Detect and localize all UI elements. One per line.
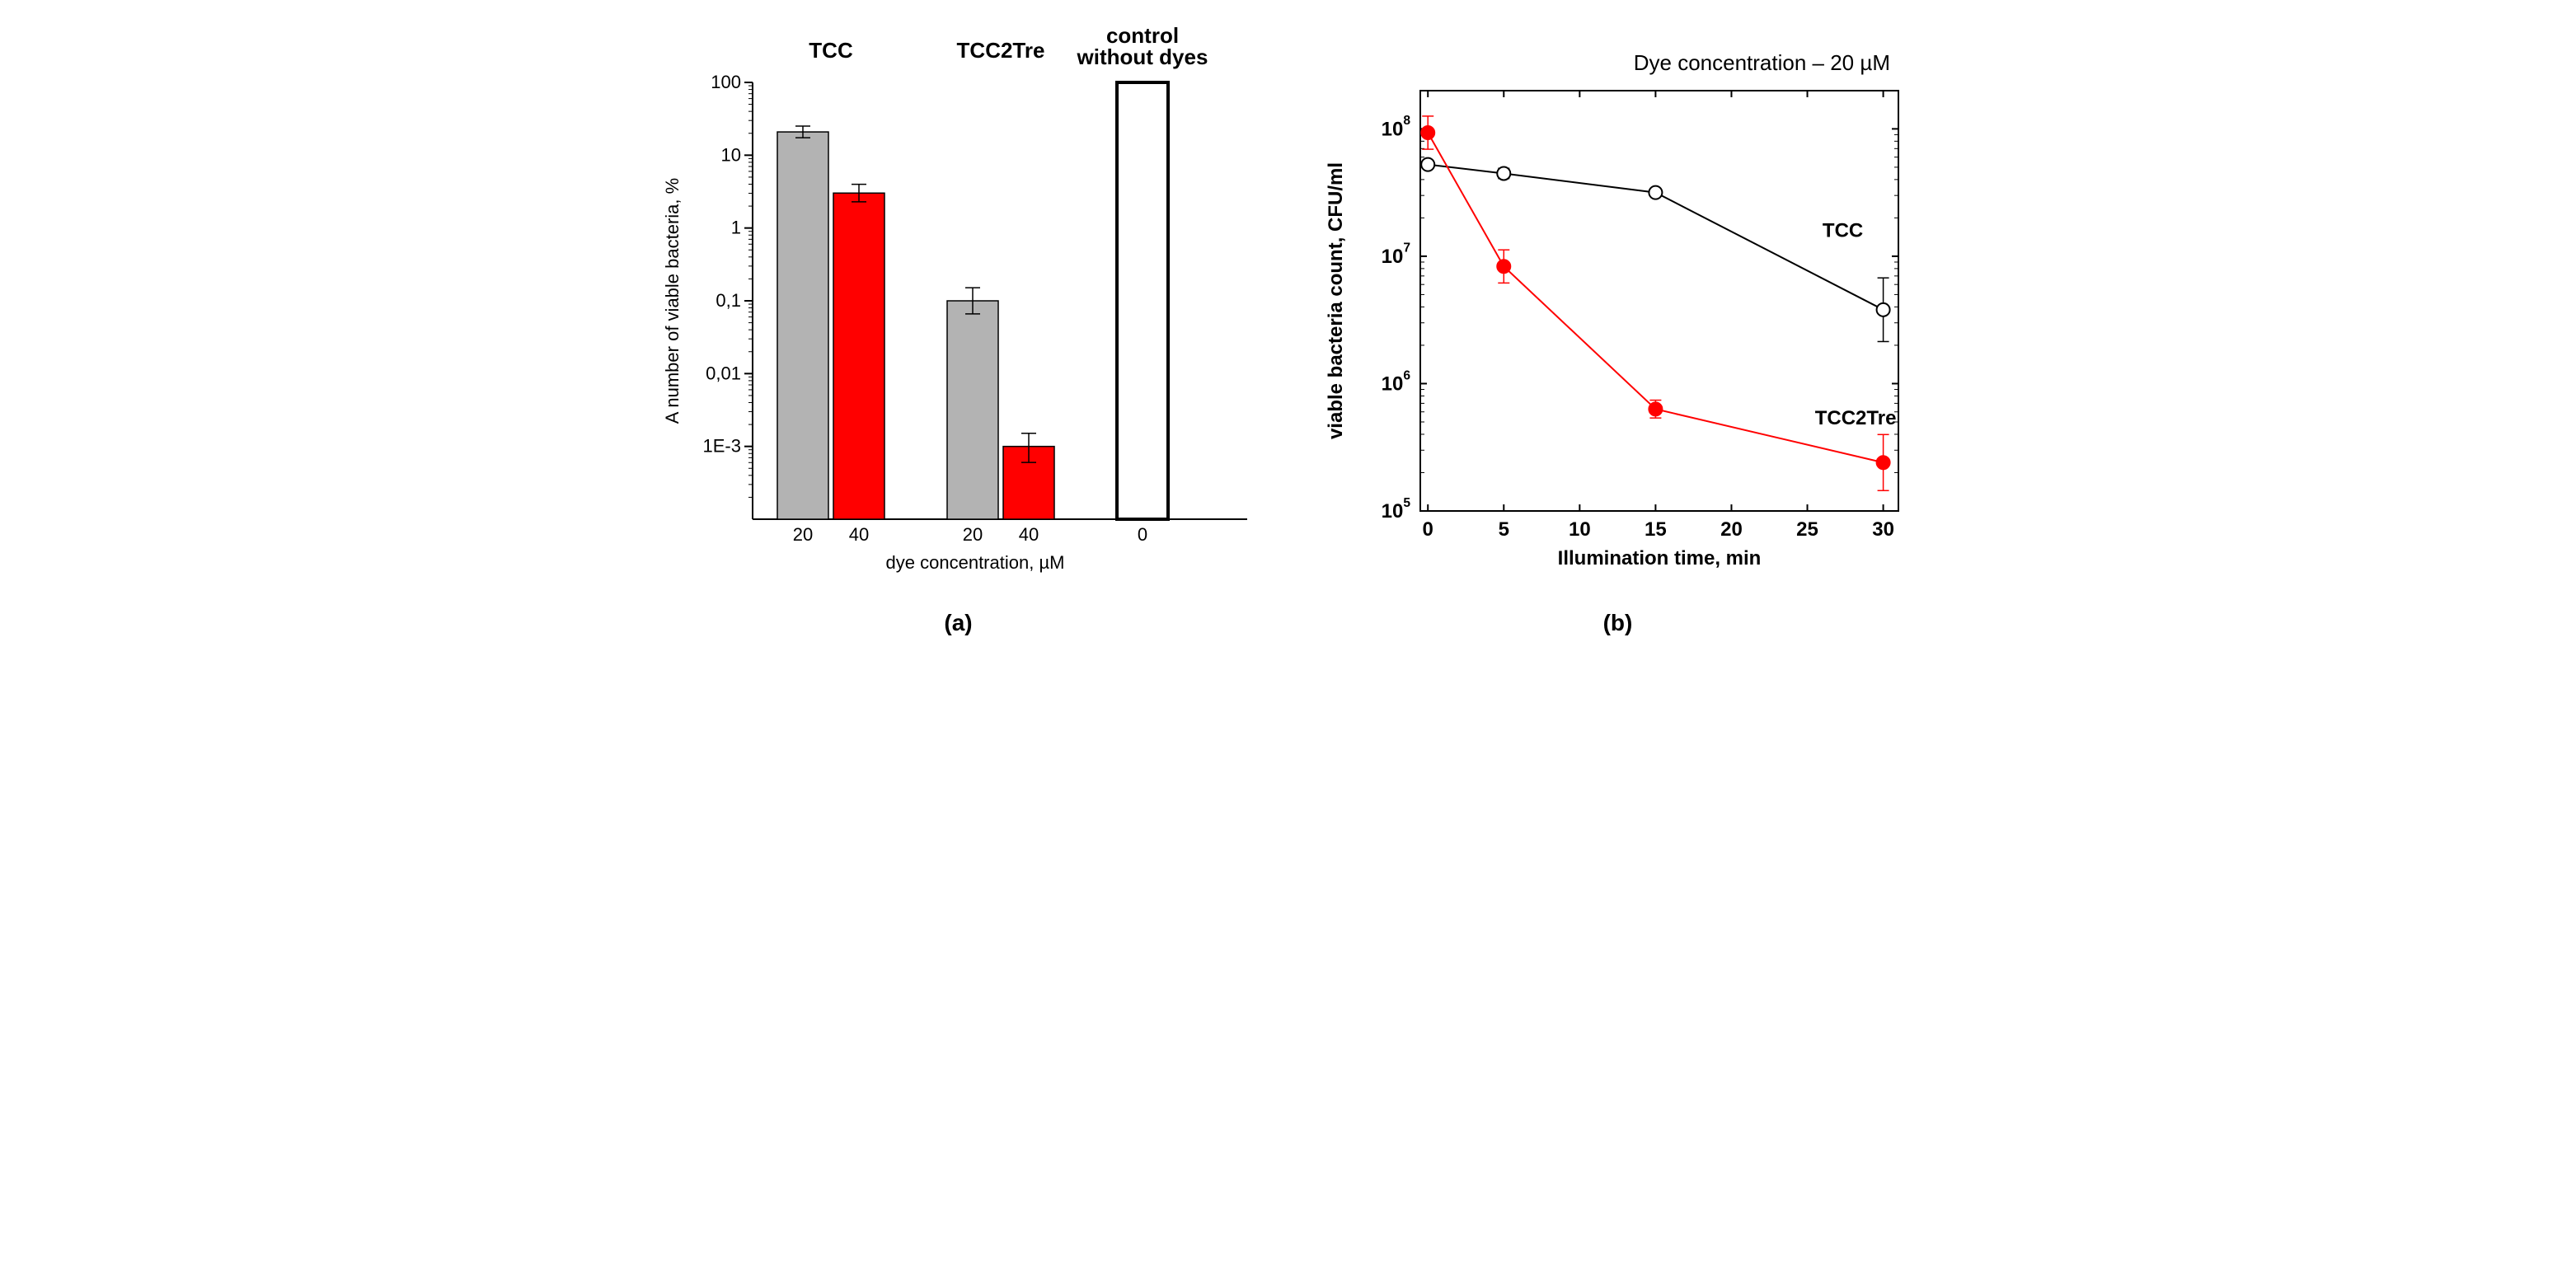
svg-text:0,01: 0,01 [706, 363, 741, 383]
svg-text:1: 1 [730, 218, 740, 238]
svg-text:40: 40 [1018, 524, 1038, 545]
svg-text:0: 0 [1137, 524, 1147, 545]
svg-text:100: 100 [711, 72, 741, 92]
svg-text:Illumination time, min: Illumination time, min [1557, 547, 1761, 569]
svg-text:108: 108 [1381, 114, 1410, 140]
svg-text:dye concentration, µM: dye concentration, µM [885, 552, 1064, 573]
svg-text:TCC: TCC [809, 38, 853, 63]
svg-text:105: 105 [1381, 496, 1410, 523]
svg-text:0,1: 0,1 [716, 290, 741, 311]
svg-text:106: 106 [1381, 368, 1410, 395]
panel-a: 1E-3 0,01 0,1 1 10 100 A number of viable bact… [654, 25, 1264, 636]
panel-a-sublabel: (a) [944, 610, 972, 636]
svg-text:107: 107 [1381, 241, 1410, 268]
svg-text:without dyes: without dyes [1076, 45, 1208, 69]
svg-text:TCC2Tre: TCC2Tre [956, 38, 1044, 63]
svg-text:20: 20 [792, 524, 812, 545]
svg-text:5: 5 [1498, 518, 1509, 541]
svg-text:0: 0 [1422, 518, 1433, 541]
svg-text:TCC: TCC [1822, 220, 1862, 242]
svg-text:10: 10 [720, 144, 740, 165]
svg-text:20: 20 [1720, 518, 1743, 541]
svg-text:TCC2Tre: TCC2Tre [1814, 407, 1896, 429]
panel-b: 0 5 10 15 20 25 30 105 106 107 108 Illumination tim… [1313, 25, 1923, 636]
svg-text:30: 30 [1872, 518, 1894, 541]
panel-b-sublabel: (b) [1603, 610, 1633, 636]
svg-text:Dye concentration – 20 µM: Dye concentration – 20 µM [1633, 50, 1889, 75]
svg-text:20: 20 [962, 524, 982, 545]
svg-text:1E-3: 1E-3 [702, 436, 740, 457]
svg-text:25: 25 [1796, 518, 1818, 541]
svg-text:40: 40 [848, 524, 868, 545]
svg-text:15: 15 [1645, 518, 1667, 541]
svg-text:10: 10 [1568, 518, 1590, 541]
figure-root: 1E-30,010,1110100A number of viable bact… [654, 25, 1923, 636]
panel-a-chart: 1E-3 0,01 0,1 1 10 100 A number of viable bact… [654, 25, 1264, 585]
svg-text:A number of viable bacteria, %: A number of viable bacteria, % [662, 178, 683, 424]
panel-b-chart: 0 5 10 15 20 25 30 105 106 107 108 Illumination tim… [1313, 25, 1923, 585]
svg-text:viable bacteria count, CFU/ml: viable bacteria count, CFU/ml [1325, 162, 1347, 439]
